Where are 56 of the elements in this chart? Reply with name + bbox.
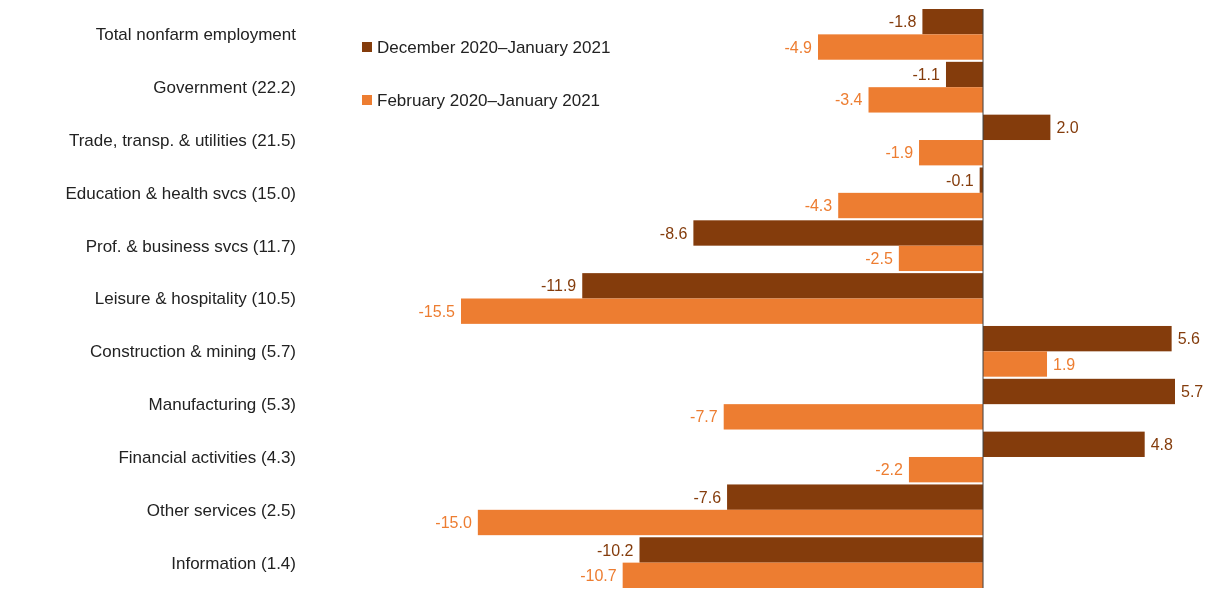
bar — [622, 562, 984, 588]
bar — [898, 245, 984, 272]
y-tick-label: Construction & mining (5.7) — [90, 342, 296, 362]
data-label: 4.8 — [1150, 435, 1174, 453]
data-label: -10.7 — [580, 566, 617, 584]
bar — [919, 140, 984, 166]
y-tick-label: Leisure & hospitality (10.5) — [94, 289, 296, 309]
data-label: -1.8 — [888, 13, 917, 31]
data-label: -0.1 — [946, 171, 974, 189]
y-tick-label: Total nonfarm employment — [95, 25, 297, 45]
bar — [727, 484, 984, 510]
data-label: -2.2 — [875, 461, 904, 479]
bar — [693, 220, 984, 246]
data-label: -8.6 — [659, 224, 688, 242]
data-label: -2.5 — [865, 249, 893, 267]
data-label: -7.6 — [693, 488, 722, 506]
bar — [639, 537, 984, 563]
bar — [922, 9, 984, 35]
bar — [477, 509, 984, 536]
data-label: -7.7 — [690, 408, 718, 426]
bar — [983, 431, 1145, 457]
bar — [983, 114, 1051, 141]
data-label: 5.6 — [1177, 330, 1200, 348]
bar — [838, 192, 984, 219]
bar — [582, 273, 984, 299]
y-tick-label: Trade, transp. & utilities (21.5) — [68, 130, 296, 150]
y-tick-label: Education & health svcs (15.0) — [65, 183, 296, 203]
data-label: -4.3 — [804, 197, 833, 215]
bar — [983, 378, 1175, 405]
data-label: -1.1 — [912, 66, 941, 84]
data-label: 2.0 — [1056, 118, 1079, 136]
bar — [461, 298, 984, 324]
legend-label: December 2020–January 2021 — [377, 37, 611, 57]
y-tick-label: Financial activities (4.3) — [118, 447, 296, 467]
y-tick-label: Manufacturing (5.3) — [148, 395, 296, 415]
data-label: -11.9 — [540, 277, 577, 295]
y-tick-label: Information (1.4) — [171, 553, 296, 573]
bar — [908, 456, 984, 483]
data-label: 5.7 — [1181, 383, 1204, 401]
data-label: 1.9 — [1053, 355, 1076, 373]
data-label: -1.9 — [885, 144, 914, 162]
bar — [818, 34, 984, 60]
data-label: -3.4 — [834, 91, 863, 109]
y-tick-label: Prof. & business svcs (11.7) — [85, 236, 296, 256]
bar — [983, 351, 1048, 377]
data-label: -15.0 — [435, 514, 472, 532]
y-tick-label: Other services (2.5) — [146, 500, 296, 520]
y-tick-label: Government (22.2) — [153, 78, 296, 98]
legend-label: February 2020–January 2021 — [377, 90, 601, 110]
bar — [945, 61, 984, 88]
data-label: -15.5 — [418, 302, 456, 320]
bar — [723, 404, 984, 430]
bar — [868, 87, 984, 113]
data-label: -4.9 — [784, 38, 813, 56]
bar — [983, 325, 1172, 352]
data-label: -10.2 — [597, 541, 634, 559]
